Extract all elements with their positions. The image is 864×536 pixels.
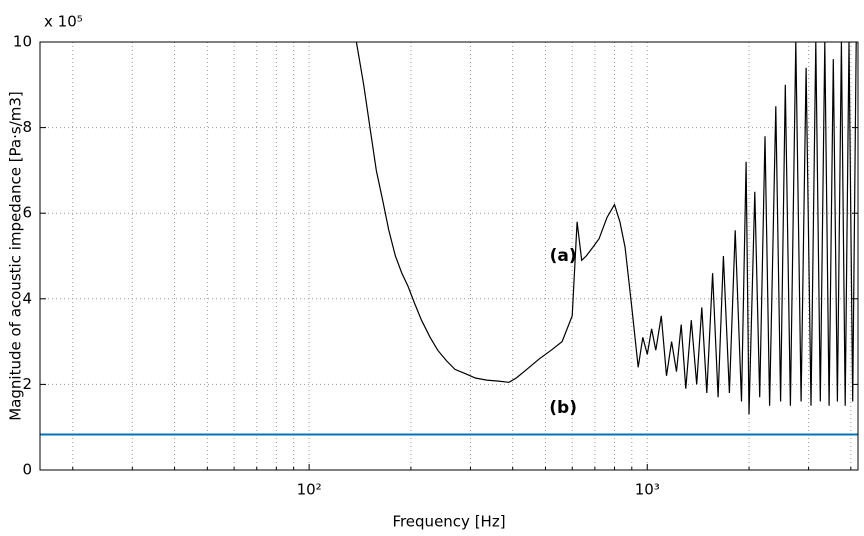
axes-box (39, 41, 859, 471)
y-tick-label: 8 (22, 118, 32, 136)
y-tick-label: 0 (22, 461, 32, 479)
y-axis-label: Magnitude of acoustic impedance [Pa·s/m3… (7, 91, 25, 421)
annotation: (b) (549, 398, 577, 418)
x-axis-label: Frequency [Hz] (392, 513, 505, 531)
y-exponent: x 10⁵ (44, 13, 83, 31)
y-tick-label: 2 (22, 375, 32, 393)
annotation: (a) (550, 246, 577, 266)
x-tick-label: 10³ (635, 481, 660, 499)
plot-area (40, 42, 858, 470)
series-line (355, 42, 857, 415)
y-tick-label: 4 (22, 289, 32, 307)
x-tick-label: 10² (297, 481, 322, 499)
y-tick-label: 10 (13, 33, 32, 51)
y-tick-label: 6 (22, 204, 32, 222)
